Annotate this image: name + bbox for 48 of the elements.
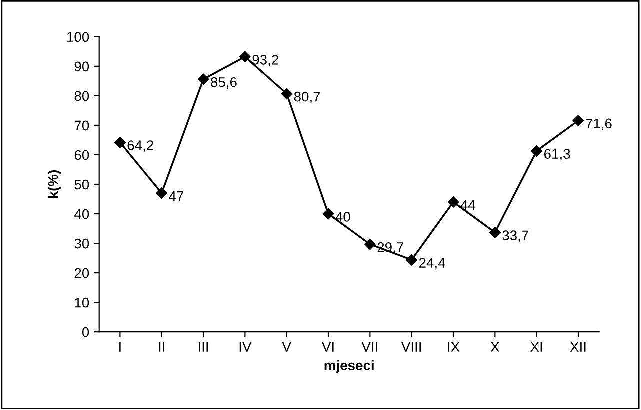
x-tick-label: IX [448, 342, 460, 352]
data-label: 40 [336, 212, 350, 222]
x-tick-label: III [199, 342, 208, 352]
data-label: 64,2 [128, 140, 154, 152]
data-label: 33,7 [502, 230, 528, 242]
y-tick-label: 40 [74, 209, 90, 220]
y-tick-label: 60 [74, 150, 90, 160]
x-tick-label: V [282, 342, 292, 352]
y-tick-label: 80 [74, 91, 90, 102]
x-tick-label: IV [240, 342, 252, 352]
point [114, 136, 126, 148]
x-tick-label: XII [570, 342, 586, 352]
y-tick-label: 90 [74, 62, 90, 72]
point [364, 238, 376, 250]
point [240, 51, 251, 63]
y-tick-label: 20 [74, 268, 90, 278]
y-tick-label: 30 [74, 238, 90, 249]
x-tick-label: VIII [401, 342, 421, 352]
x-tick-label: II [159, 342, 164, 352]
data-label: 24,4 [419, 258, 446, 270]
point [531, 146, 542, 157]
y-tick-label: 70 [74, 120, 90, 131]
x-tick-label: X [490, 342, 500, 352]
point [572, 115, 584, 126]
data-label: 61,3 [544, 149, 570, 161]
x-axis-title: mjeseci [324, 360, 374, 374]
point [490, 227, 501, 238]
point [281, 88, 292, 100]
y-tick-label: 50 [74, 180, 90, 190]
point [448, 196, 460, 208]
point [198, 74, 210, 86]
y-tick-label: 0 [82, 327, 90, 338]
data-label: 44 [460, 200, 476, 210]
y-axis-title: k(%) [48, 170, 61, 198]
x-tick-label: VII [362, 342, 378, 352]
data-label: 71,6 [586, 118, 612, 130]
y-tick-label: 10 [75, 298, 90, 308]
data-label: 93,2 [252, 55, 278, 67]
x-tick-label: VI [322, 342, 334, 352]
point [322, 208, 334, 220]
data-label: 80,7 [294, 92, 320, 104]
x-tick-label: I [120, 342, 121, 352]
data-label: 85,6 [211, 77, 237, 89]
point [156, 188, 168, 199]
data-label: 47 [169, 192, 184, 202]
y-tick-label: 100 [68, 32, 90, 42]
point [406, 254, 418, 266]
x-tick-label: XI [530, 342, 542, 352]
